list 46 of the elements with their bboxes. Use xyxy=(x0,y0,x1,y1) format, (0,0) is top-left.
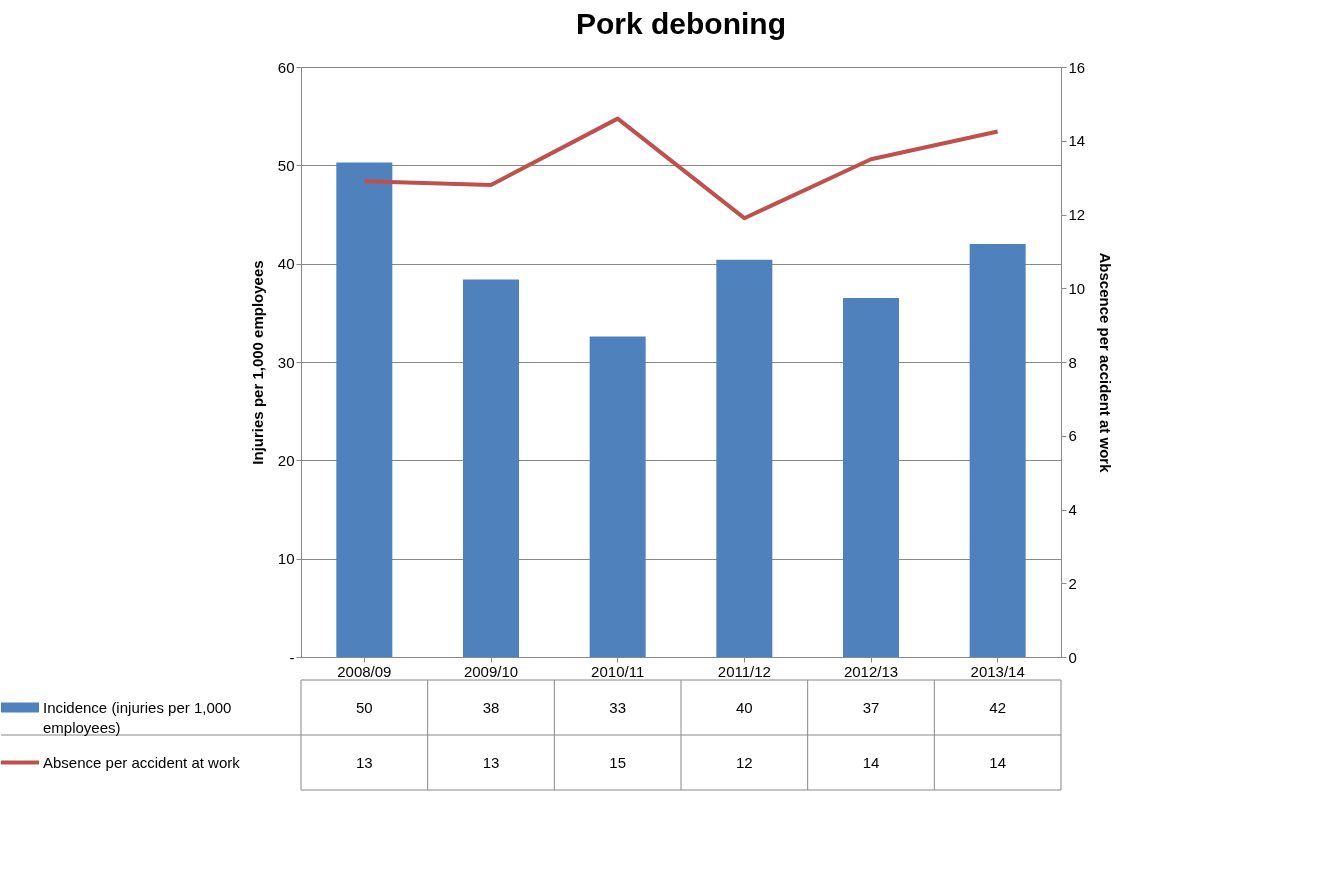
x-tick-label: 2011/12 xyxy=(717,662,771,680)
data-label: 14 xyxy=(989,753,1007,771)
y-tick-label: 50 xyxy=(277,156,295,174)
bar xyxy=(716,259,773,657)
y-tick-label: 30 xyxy=(277,353,295,371)
data-label: 33 xyxy=(609,698,627,716)
y-tick-label: - xyxy=(289,648,295,666)
y2-tick-label: 8 xyxy=(1068,353,1077,371)
data-label: 37 xyxy=(862,698,880,716)
x-tick-label: 2008/09 xyxy=(337,662,392,680)
legend-label: Incidence (injuries per 1,000 employees) xyxy=(43,698,232,736)
y2-tick-label: 2 xyxy=(1068,574,1077,592)
y2-tick-label: 0 xyxy=(1068,648,1077,666)
bar xyxy=(589,336,646,657)
bar xyxy=(336,162,393,657)
y2-axis-title: Abscence per accident at work xyxy=(1097,252,1115,474)
legend-label: Absence per accident at work xyxy=(43,753,241,771)
bar xyxy=(463,279,519,657)
y-tick-label: 20 xyxy=(277,451,295,469)
data-label: 13 xyxy=(482,753,500,771)
y-tick-label: 40 xyxy=(277,255,295,273)
y2-tick-label: 12 xyxy=(1068,206,1086,223)
data-label: 13 xyxy=(355,753,373,771)
y2-tick-label: 6 xyxy=(1068,427,1077,445)
y2-tick-label: 4 xyxy=(1068,501,1077,518)
x-tick-label: 2010/11 xyxy=(591,662,645,680)
data-label: 38 xyxy=(482,698,500,716)
x-tick-label: 2012/13 xyxy=(843,662,899,680)
data-label: 40 xyxy=(735,698,753,716)
data-label: 50 xyxy=(355,698,373,716)
data-label: 12 xyxy=(735,753,753,771)
y2-tick-label: 10 xyxy=(1068,279,1086,297)
y-tick-label: 10 xyxy=(277,550,295,568)
data-label: 14 xyxy=(862,753,880,771)
data-label: 15 xyxy=(609,753,627,771)
chart-title: Pork deboning xyxy=(576,7,786,40)
x-tick-label: 2009/10 xyxy=(463,662,519,680)
y2-tick-label: 14 xyxy=(1068,132,1086,150)
line-series xyxy=(362,116,1000,221)
bar xyxy=(843,298,899,657)
y-tick-label: 60 xyxy=(277,58,295,76)
bar xyxy=(969,244,1026,657)
data-label: 42 xyxy=(989,698,1007,716)
y2-tick-label: 16 xyxy=(1068,58,1086,76)
x-tick-label: 2013/14 xyxy=(970,662,1025,680)
y-axis-title: Injuries per 1,000 employees xyxy=(248,260,266,465)
